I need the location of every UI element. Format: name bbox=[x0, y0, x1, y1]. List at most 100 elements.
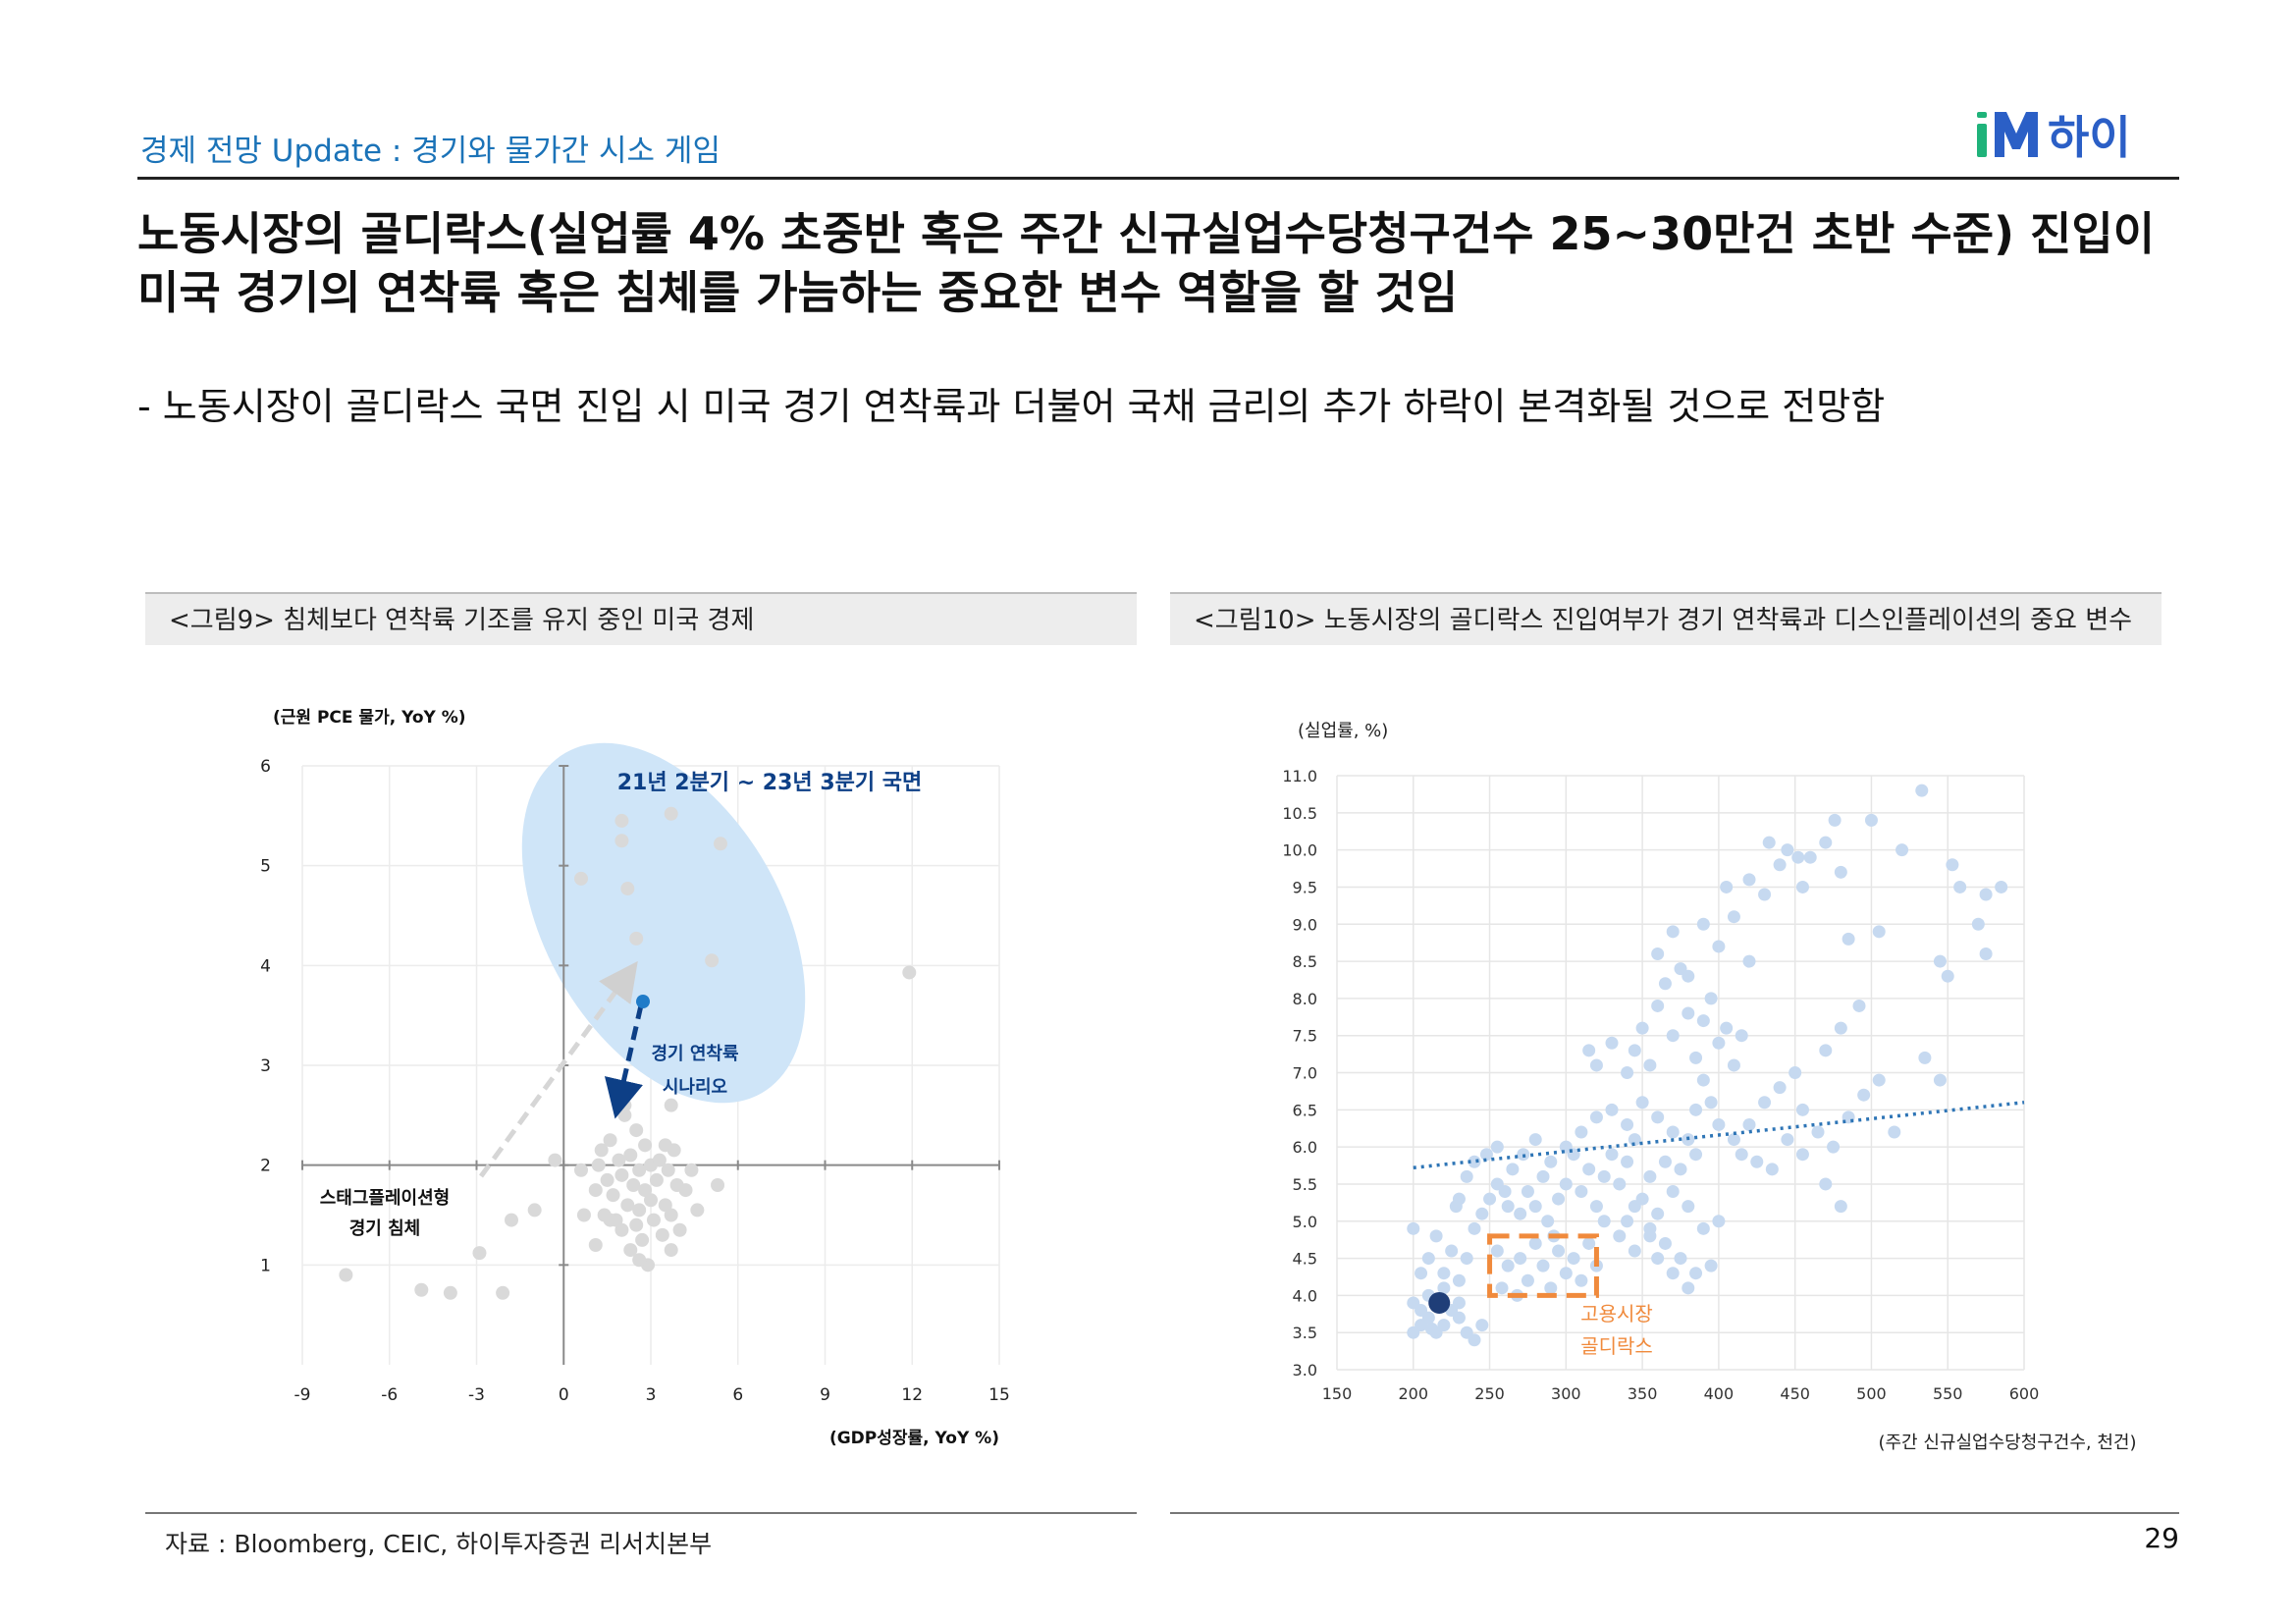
data-point bbox=[1589, 1200, 1603, 1214]
data-point bbox=[678, 1183, 693, 1198]
data-point bbox=[629, 931, 644, 946]
data-point bbox=[617, 1098, 632, 1112]
data-point bbox=[1791, 850, 1805, 864]
data-point bbox=[1421, 1252, 1435, 1266]
data-point bbox=[1979, 947, 1993, 960]
data-point bbox=[1559, 1177, 1573, 1191]
x-tick-label: 600 bbox=[2009, 1384, 2040, 1403]
data-point bbox=[1483, 1192, 1497, 1206]
data-point bbox=[1407, 1221, 1420, 1235]
figure-10-scatter-chart: 150 200 250 300 350 400 450 500 550 600 3.0 3.5 4.0… bbox=[1282, 721, 2136, 1453]
y-tick-label: 8.0 bbox=[1293, 990, 1317, 1008]
data-point bbox=[1834, 1021, 1847, 1035]
y-tick-label: 4 bbox=[260, 956, 271, 976]
x-axis-label: (GDP성장률, YoY %) bbox=[829, 1429, 999, 1448]
stagflation-label-line2: 경기 침체 bbox=[349, 1218, 421, 1239]
data-point bbox=[1597, 1215, 1611, 1228]
data-point bbox=[1827, 1140, 1841, 1154]
data-point bbox=[1521, 1185, 1534, 1198]
data-point bbox=[614, 1222, 629, 1237]
data-point bbox=[600, 1172, 614, 1187]
x-tick-label: -9 bbox=[294, 1385, 311, 1405]
data-point bbox=[1437, 1267, 1451, 1280]
x-tick-label: 9 bbox=[820, 1385, 830, 1405]
data-point bbox=[1468, 1155, 1481, 1168]
data-point bbox=[1475, 1207, 1489, 1220]
data-point bbox=[496, 1285, 510, 1300]
y-tick-label: 4.0 bbox=[1293, 1286, 1317, 1305]
y-tick-label: 7.0 bbox=[1293, 1064, 1317, 1083]
data-point bbox=[1651, 1110, 1665, 1124]
data-point bbox=[1452, 1296, 1466, 1310]
data-point bbox=[1452, 1273, 1466, 1287]
data-point bbox=[632, 1203, 647, 1218]
data-point bbox=[1468, 1333, 1481, 1347]
data-point bbox=[1941, 969, 1954, 983]
data-point bbox=[1643, 1229, 1657, 1243]
x-tick-label: 250 bbox=[1474, 1384, 1505, 1403]
x-tick-label: 300 bbox=[1551, 1384, 1581, 1403]
data-point bbox=[576, 1208, 591, 1222]
data-point bbox=[1712, 1117, 1726, 1131]
data-point bbox=[1773, 1081, 1787, 1095]
y-tick-label: 3.0 bbox=[1293, 1361, 1317, 1380]
data-point bbox=[1582, 1044, 1596, 1057]
data-point bbox=[1742, 1117, 1756, 1131]
data-point bbox=[705, 953, 720, 968]
x-tick-label: 6 bbox=[732, 1385, 743, 1405]
y-tick-label: 9.5 bbox=[1293, 878, 1317, 896]
data-point bbox=[612, 1153, 626, 1167]
data-point bbox=[1682, 1200, 1695, 1214]
data-point bbox=[626, 1178, 641, 1192]
data-point bbox=[1834, 865, 1847, 879]
data-point bbox=[1918, 1051, 1932, 1064]
data-point bbox=[1536, 1259, 1550, 1272]
data-point bbox=[1735, 1148, 1748, 1162]
logo-m-mark bbox=[1995, 112, 2038, 157]
data-point bbox=[1605, 1148, 1619, 1162]
data-point bbox=[1872, 925, 1886, 939]
data-point bbox=[1758, 888, 1772, 901]
data-point bbox=[603, 1133, 617, 1148]
data-point bbox=[1727, 1058, 1740, 1072]
section-title: 경제 전망 Update : 경기와 물가간 시소 게임 bbox=[140, 134, 721, 169]
data-point bbox=[1689, 1148, 1703, 1162]
data-point bbox=[1696, 1014, 1710, 1028]
data-point bbox=[1528, 1133, 1542, 1147]
x-tick-label: 200 bbox=[1399, 1384, 1429, 1403]
data-point bbox=[1704, 1259, 1718, 1272]
data-point bbox=[1735, 1029, 1748, 1043]
x-axis-label: (주간 신규실업수당청구건수, 천건) bbox=[1878, 1433, 2136, 1453]
data-point bbox=[339, 1268, 353, 1282]
figure-9-title: <그림9> 침체보다 연착륙 기조를 유지 중인 미국 경제 bbox=[145, 592, 1137, 645]
data-point bbox=[1682, 1281, 1695, 1295]
data-point bbox=[1995, 880, 2008, 893]
y-tick-label: 9.0 bbox=[1293, 915, 1317, 934]
data-point bbox=[1651, 947, 1665, 960]
header-divider bbox=[137, 177, 2179, 180]
data-point bbox=[1658, 977, 1672, 991]
data-point bbox=[614, 813, 629, 828]
y-tick-label: 11.0 bbox=[1282, 767, 1317, 785]
data-point bbox=[664, 806, 678, 821]
x-tick-label: -3 bbox=[468, 1385, 485, 1405]
data-point bbox=[1896, 843, 1909, 857]
data-point bbox=[1712, 1036, 1726, 1050]
x-tick-labels: 150 200 250 300 350 400 450 500 550 600 bbox=[1322, 1384, 2040, 1403]
scenario-point bbox=[636, 995, 650, 1008]
logo-hai-text: 하이 bbox=[2048, 111, 2131, 164]
data-point bbox=[1621, 1215, 1634, 1228]
data-point bbox=[1811, 1125, 1825, 1139]
data-point bbox=[1658, 1236, 1672, 1250]
data-point bbox=[664, 1208, 678, 1222]
data-point bbox=[711, 1178, 725, 1192]
data-point bbox=[1933, 1073, 1947, 1087]
data-point bbox=[1857, 1088, 1871, 1102]
x-tick-label: 0 bbox=[559, 1385, 569, 1405]
y-tick-label: 3 bbox=[260, 1056, 271, 1076]
stagflation-arrow bbox=[478, 960, 638, 1178]
data-point bbox=[1589, 1110, 1603, 1124]
headline: 노동시장의 골디락스(실업률 4% 초중반 혹은 주간 신규실업수당청구건수 2… bbox=[137, 207, 2156, 319]
data-point bbox=[672, 1222, 687, 1237]
data-point bbox=[1872, 1073, 1886, 1087]
